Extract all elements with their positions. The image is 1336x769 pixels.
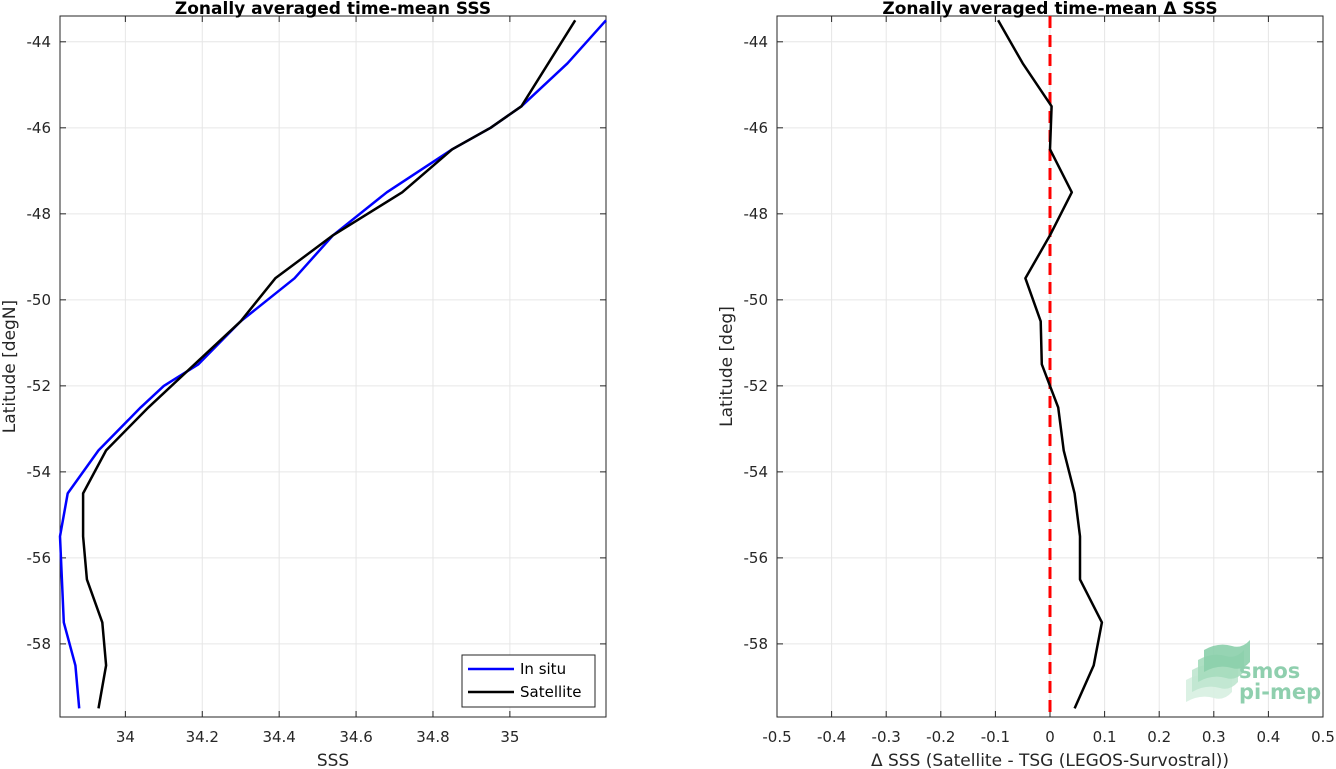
y-tick-label: -54 (744, 463, 769, 481)
series-line-in-situ (58, 19, 607, 709)
y-tick-label: -54 (27, 463, 52, 481)
x-tick-label: 34 (116, 728, 135, 746)
x-tick-label: 34.4 (262, 728, 295, 746)
y-tick-label: -48 (744, 205, 769, 223)
x-tick-label: 0 (1045, 728, 1055, 746)
y-tick-label: -52 (744, 377, 769, 395)
legend-label: Satellite (520, 683, 581, 701)
y-tick-label: -58 (744, 635, 769, 653)
x-axis-label: SSS (317, 751, 349, 769)
x-tick-label: 0.3 (1202, 728, 1226, 746)
x-tick-label: -0.5 (762, 728, 791, 746)
x-tick-label: -0.4 (817, 728, 846, 746)
x-tick-label: -0.2 (926, 728, 955, 746)
logo-wave-shape (1204, 640, 1250, 672)
y-tick-label: -48 (27, 205, 52, 223)
y-tick-label: -50 (744, 291, 769, 309)
y-tick-label: -58 (27, 635, 52, 653)
y-axis-label: Latitude [degN] (0, 300, 20, 433)
legend: In situ Satellite (461, 654, 596, 708)
logo-text-smos: smos (1239, 659, 1300, 683)
legend-box (461, 654, 596, 708)
y-tick-label: -56 (744, 549, 769, 567)
right-chart-panel: -0.5 -0.4 -0.3 -0.2 -0.1 0 0.1 0.2 0.3 0.4 0.5 -44 -… (717, 0, 1335, 769)
x-tick-label: 34.8 (416, 728, 449, 746)
y-tick-label: -46 (27, 119, 52, 137)
y-tick-label: -46 (744, 119, 769, 137)
left-chart-panel: 34 34.2 34.4 34.6 34.8 35 -44 -46 -48 -50 -52 -54 -5… (0, 0, 607, 769)
series-line-satellite (81, 19, 577, 709)
y-tick-label: -44 (744, 33, 769, 51)
x-tick-label: 34.6 (339, 728, 372, 746)
y-tick-label: -52 (27, 377, 52, 395)
x-axis-label: Δ SSS (Satellite - TSG (LEGOS-Survostral… (871, 751, 1229, 769)
x-tick-label: 0.4 (1256, 728, 1280, 746)
x-tick-label: 34.2 (186, 728, 219, 746)
x-tick-label: -0.3 (872, 728, 901, 746)
x-tick-label: 0.2 (1147, 728, 1171, 746)
y-tick-label: -56 (27, 549, 52, 567)
x-tick-label: 0.5 (1311, 728, 1335, 746)
logo-text-pi-mep: pi-mep (1239, 680, 1321, 704)
chart-title: Zonally averaged time-mean SSS (175, 0, 491, 19)
y-tick-label: -50 (27, 291, 52, 309)
legend-label: In situ (520, 660, 566, 678)
x-tick-label: 0.1 (1093, 728, 1117, 746)
chart-title: Zonally averaged time-mean Δ SSS (882, 0, 1217, 19)
x-tick-label: 35 (500, 728, 519, 746)
y-tick-label: -44 (27, 33, 52, 51)
x-tick-label: -0.1 (981, 728, 1010, 746)
y-axis-label: Latitude [deg] (717, 306, 737, 427)
axes-frame (59, 15, 607, 718)
series-line-delta-sss (997, 19, 1104, 709)
